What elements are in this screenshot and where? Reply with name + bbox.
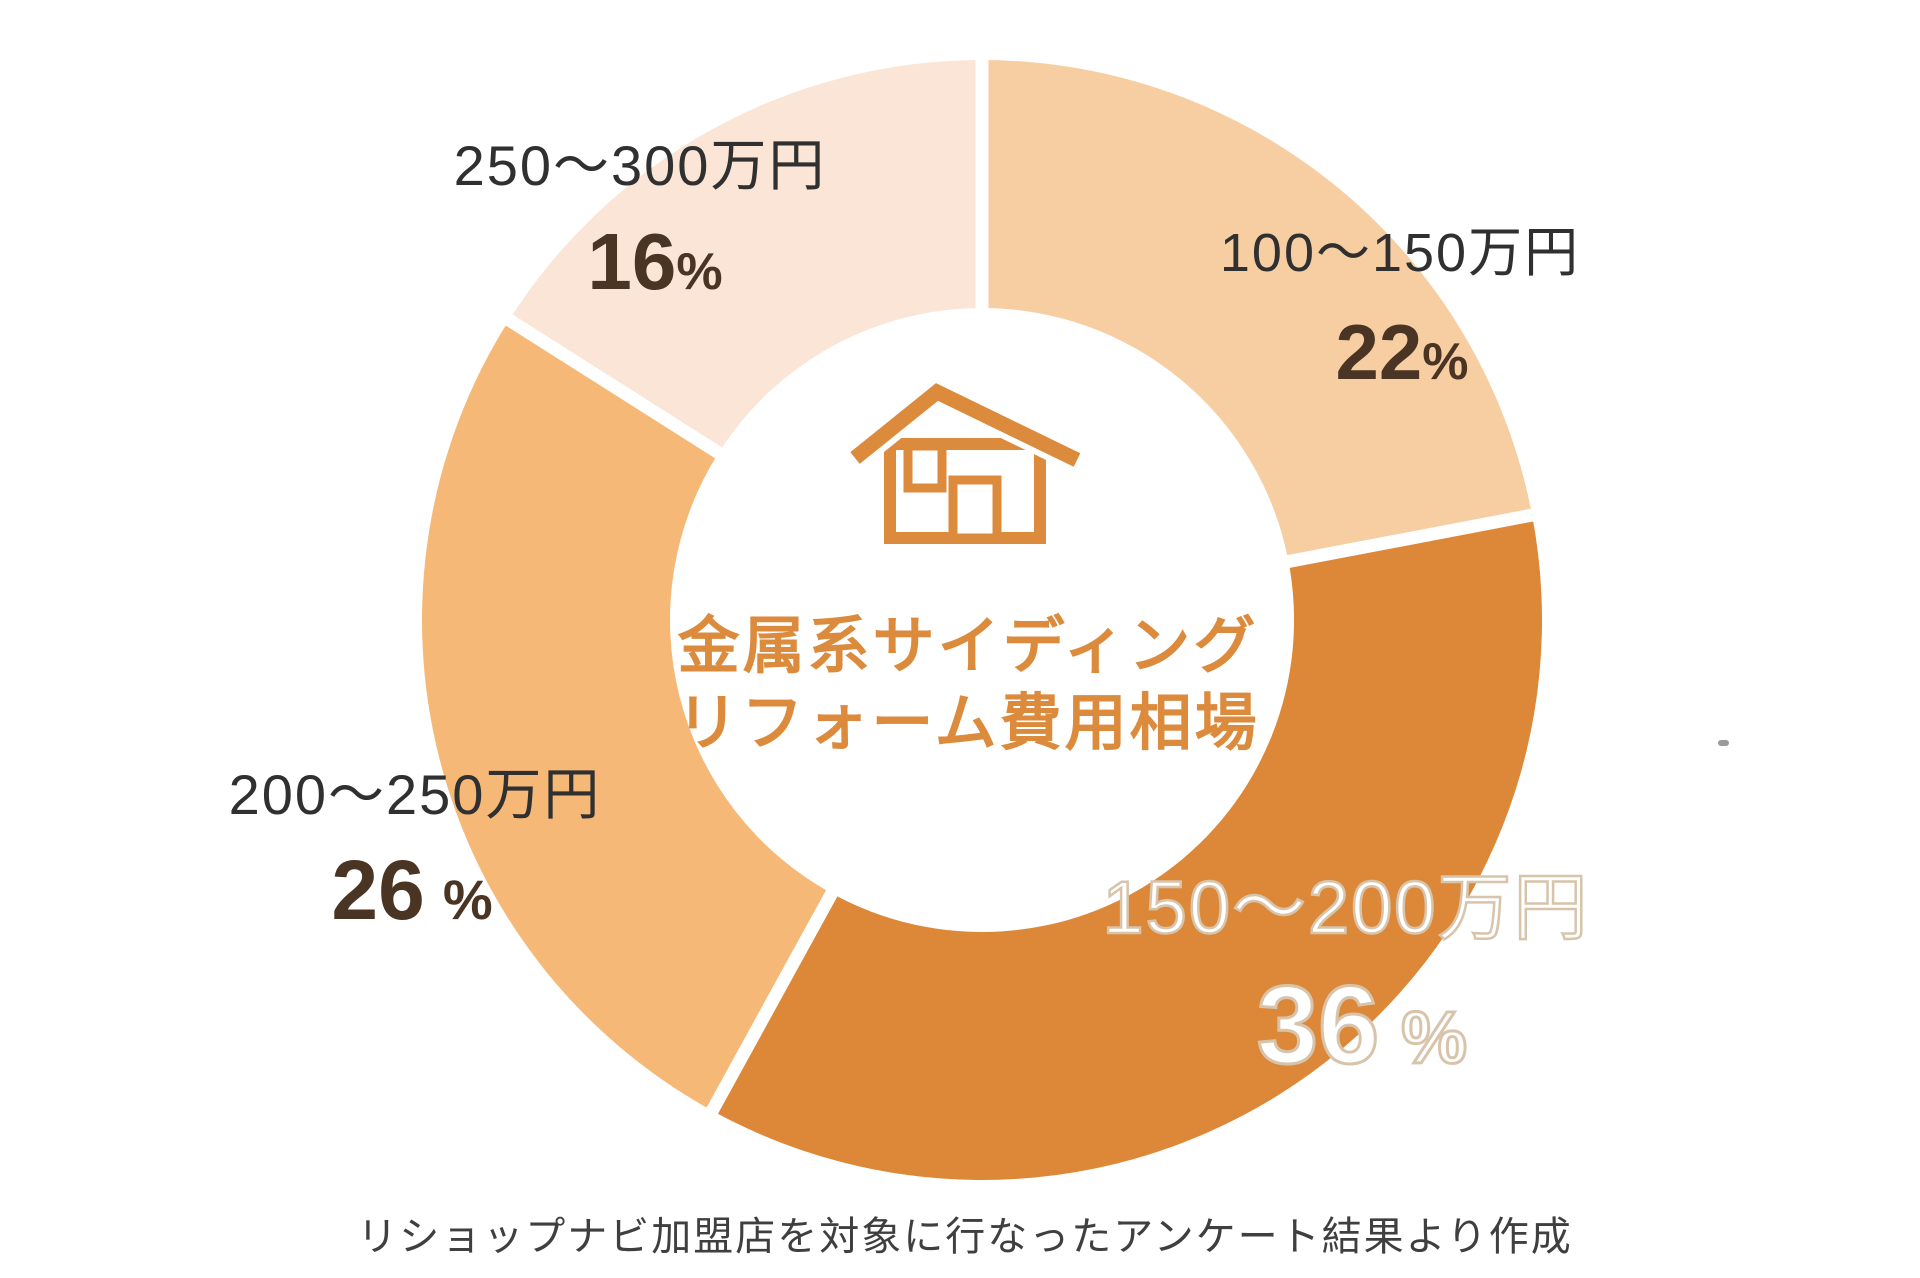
stray-mark-artifact: [1718, 740, 1729, 746]
segment-divider: [498, 310, 729, 463]
percent-value: 22: [1335, 308, 1423, 396]
pie-segment: [422, 319, 832, 1111]
segment-range-label-250-300: 250〜300万円: [453, 134, 827, 197]
percent-sign: %: [676, 243, 723, 301]
segment-divider: [702, 883, 842, 1121]
pie-segment: [509, 60, 982, 453]
percent-sign: %: [1400, 996, 1469, 1079]
pie-segment: [982, 60, 1533, 562]
segment-percent-label-100-150: 22%: [1335, 313, 1468, 391]
percent-value: 26: [331, 843, 425, 937]
segment-divider: [1279, 507, 1542, 570]
segment-range-label-150-200: 150〜200万円: [1101, 866, 1590, 949]
house-icon: [846, 380, 1083, 544]
segment-percent-label-150-200: 36%: [1255, 969, 1469, 1082]
pie-segment: [712, 515, 1543, 1180]
segment-range-label-100-150: 100〜150万円: [1219, 223, 1581, 283]
percent-value: 36: [1255, 964, 1380, 1087]
segment-percent-label-200-250: 26%: [331, 848, 492, 932]
chart-title-line2: リフォーム費用相場: [676, 689, 1260, 758]
percent-sign: %: [442, 868, 493, 931]
percent-value: 16: [587, 217, 677, 306]
footnote: リショップナビ加盟店を対象に行なったアンケート結果より作成: [357, 1215, 1573, 1259]
segment-percent-label-250-300: 16%: [587, 222, 722, 302]
percent-sign: %: [1422, 333, 1469, 391]
segment-range-label-200-250: 200〜250万円: [228, 763, 602, 826]
chart-title-line1: 金属系サイディング: [677, 612, 1259, 681]
